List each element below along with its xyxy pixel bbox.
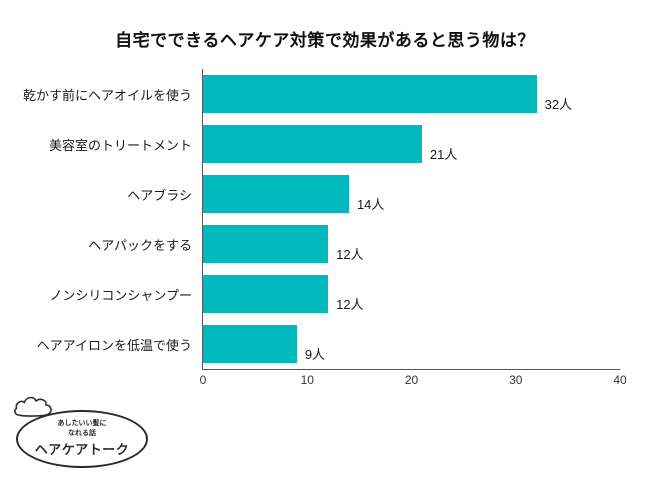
chart-row: 12人 bbox=[203, 269, 620, 319]
logo-name: ヘアケアトーク bbox=[34, 442, 130, 457]
bar-chart: 乾かす前にヘアオイルを使う 美容室のトリートメント ヘアブラシ ヘアパックをする… bbox=[0, 69, 627, 387]
chart-row: 12人 bbox=[203, 219, 620, 269]
value-label: 32人 bbox=[544, 96, 573, 112]
bar bbox=[203, 325, 297, 363]
haircare-talk-logo: あしたいい髪に なれる話 ヘアケアトーク bbox=[14, 396, 148, 468]
x-axis-ticks: 0 10 20 30 40 bbox=[199, 369, 627, 389]
category-label: ヘアブラシ bbox=[127, 187, 192, 203]
bar bbox=[203, 125, 422, 163]
value-label: 12人 bbox=[336, 296, 364, 312]
logo-tagline-line2: なれる話 bbox=[68, 429, 96, 437]
value-label: 9人 bbox=[304, 346, 326, 362]
x-tick-label: 40 bbox=[613, 373, 627, 387]
value-label: 21人 bbox=[429, 146, 458, 162]
chart-row: 21人 bbox=[203, 119, 620, 169]
cloud-icon bbox=[12, 393, 58, 424]
bar bbox=[203, 175, 349, 213]
chart-row: 14人 bbox=[203, 169, 620, 219]
category-label: ヘアパックをする bbox=[88, 237, 192, 253]
x-tick-label: 20 bbox=[404, 373, 419, 387]
logo-oval: あしたいい髪に なれる話 ヘアケアトーク bbox=[16, 410, 148, 468]
logo-tagline: あしたいい髪に なれる話 bbox=[28, 419, 136, 438]
category-label: 乾かす前にヘアオイルを使う bbox=[22, 87, 192, 103]
x-tick-label: 10 bbox=[300, 373, 314, 387]
bar bbox=[203, 225, 329, 263]
value-label: 12人 bbox=[336, 246, 364, 262]
category-labels-column: 乾かす前にヘアオイルを使う 美容室のトリートメント ヘアブラシ ヘアパックをする… bbox=[0, 69, 202, 370]
x-tick-label: 0 bbox=[199, 373, 207, 387]
category-label: ヘアアイロンを低温で使う bbox=[36, 337, 192, 353]
x-tick-label: 30 bbox=[509, 373, 523, 387]
logo-tagline-line1: あしたいい髪に bbox=[57, 420, 107, 428]
category-label: ノンシリコンシャンプー bbox=[49, 287, 192, 303]
bar bbox=[203, 275, 329, 313]
chart-title: 自宅でできるヘアケア対策で効果があると思う物は？ bbox=[115, 31, 535, 50]
bar bbox=[203, 75, 537, 113]
plot-area: 32人 21人 14人 12人 12人 9人 bbox=[200, 69, 627, 387]
category-label: 美容室のトリートメント bbox=[48, 137, 192, 153]
chart-row: 9人 bbox=[203, 319, 620, 369]
chart-row: 32人 bbox=[203, 69, 620, 119]
value-label: 14人 bbox=[356, 196, 385, 212]
